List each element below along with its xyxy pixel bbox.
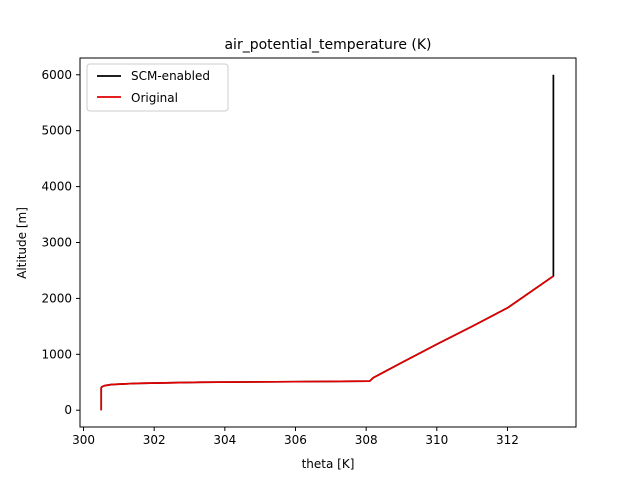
- y-tick-label-5000: 5000: [41, 124, 72, 138]
- x-tick-label-302: 302: [143, 433, 166, 447]
- y-tick-label-3000: 3000: [41, 236, 72, 250]
- y-tick-label-6000: 6000: [41, 68, 72, 82]
- legend-label-original: Original: [131, 91, 178, 105]
- x-tick-label-308: 308: [355, 433, 378, 447]
- legend: SCM-enabled Original: [86, 63, 229, 112]
- x-axis-label: theta [K]: [302, 457, 355, 471]
- x-tick-label-312: 312: [496, 433, 519, 447]
- y-tick-label-2000: 2000: [41, 291, 72, 305]
- y-axis-label: Altitude [m]: [15, 207, 29, 279]
- legend-label-scm-enabled: SCM-enabled: [131, 69, 210, 83]
- y-tick-label-0: 0: [64, 403, 72, 417]
- y-tick-label-4000: 4000: [41, 180, 72, 194]
- x-tick-label-310: 310: [425, 433, 448, 447]
- x-tick-label-300: 300: [72, 433, 95, 447]
- x-tick-label-304: 304: [213, 433, 236, 447]
- legend-box: [86, 63, 229, 112]
- y-tick-label-1000: 1000: [41, 347, 72, 361]
- series-line-original: [100, 275, 554, 411]
- chart-title: air_potential_temperature (K): [224, 37, 431, 53]
- x-tick-label-306: 306: [284, 433, 307, 447]
